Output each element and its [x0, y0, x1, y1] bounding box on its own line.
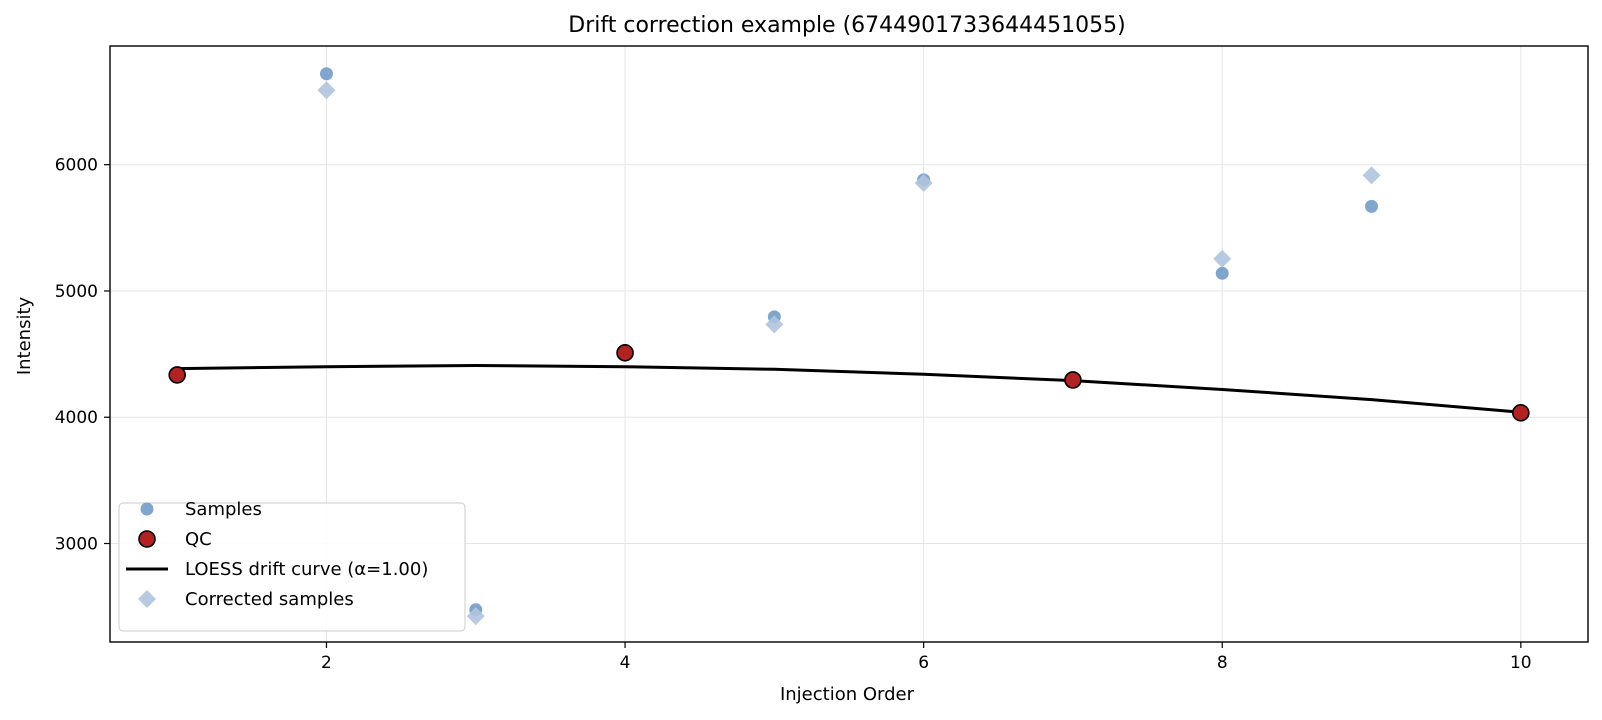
- corrected-samples-point: [765, 315, 784, 334]
- x-tick-label: 2: [321, 653, 332, 673]
- loess-drift-curve-1-00-line: [177, 364, 1521, 414]
- y-tick-label: 3000: [55, 535, 98, 555]
- y-tick-label: 5000: [55, 282, 98, 302]
- x-tick-label: 8: [1217, 653, 1228, 673]
- legend-box: [118, 502, 466, 632]
- corrected-samples-point: [914, 174, 933, 193]
- samples-point: [1365, 199, 1379, 213]
- legend-qc-swatch: [138, 530, 156, 548]
- legend: Samples QC LOESS drift curve (α=1.00) Corre…: [118, 499, 466, 632]
- qc-point: [1512, 404, 1530, 422]
- legend-qc-label: QC: [185, 529, 212, 550]
- samples-point: [319, 67, 333, 81]
- plot-frame: [109, 45, 1589, 643]
- corrected-samples-point: [1362, 166, 1381, 185]
- corrected-samples-point: [1213, 249, 1232, 268]
- x-axis-label: Injection Order: [780, 684, 915, 705]
- axis-ticks: 2 4 6 8 10 3000 4000 5000 6000: [55, 156, 1532, 673]
- y-axis-label: Intensity: [14, 296, 35, 375]
- legend-samples-swatch: [140, 502, 154, 516]
- legend-samples-label: Samples: [185, 499, 262, 520]
- x-tick-label: 10: [1510, 653, 1532, 673]
- x-tick-label: 4: [620, 653, 631, 673]
- samples-point: [1215, 266, 1229, 280]
- y-tick-label: 6000: [55, 156, 98, 176]
- x-tick-label: 6: [918, 653, 929, 673]
- legend-corrected-samples-label: Corrected samples: [185, 589, 354, 610]
- legend-loess-drift-curve-1-00-label: LOESS drift curve (α=1.00): [185, 559, 428, 580]
- series-lines: [177, 364, 1521, 414]
- series-markers: [168, 67, 1530, 626]
- qc-point: [616, 344, 634, 362]
- grid-lines: [110, 46, 1588, 642]
- legend-corrected-samples-swatch: [138, 590, 156, 608]
- corrected-samples-point: [317, 81, 336, 100]
- corrected-samples-point: [466, 607, 485, 626]
- y-tick-label: 4000: [55, 408, 98, 428]
- qc-point: [1064, 371, 1082, 389]
- chart-title: Drift correction example (67449017336444…: [568, 13, 1125, 38]
- qc-point: [168, 366, 186, 384]
